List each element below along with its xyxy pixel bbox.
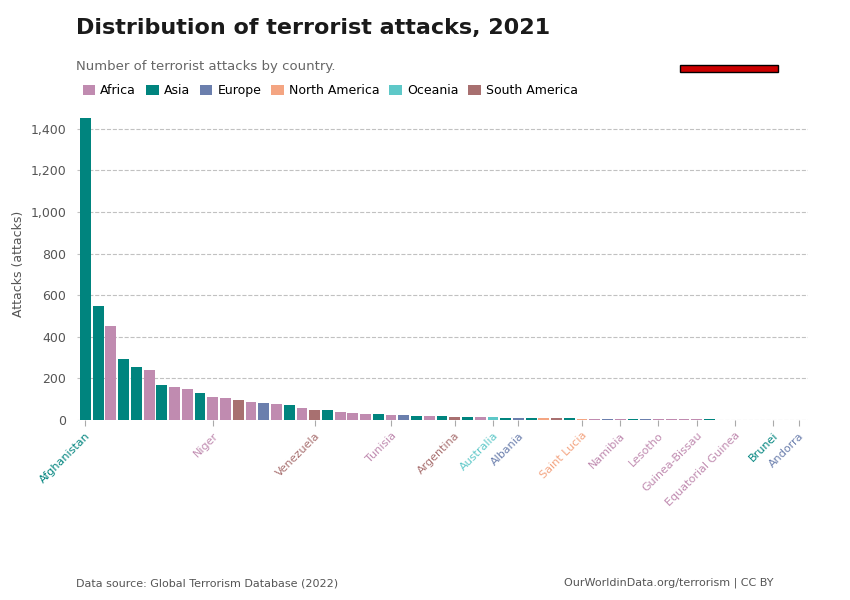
Bar xyxy=(576,419,587,420)
Bar xyxy=(475,417,485,420)
Bar xyxy=(297,408,308,420)
Bar xyxy=(602,419,613,420)
Bar xyxy=(513,418,524,420)
Text: Distribution of terrorist attacks, 2021: Distribution of terrorist attacks, 2021 xyxy=(76,18,551,38)
Bar xyxy=(105,326,116,420)
Bar xyxy=(258,403,269,420)
Bar xyxy=(246,401,257,420)
Bar xyxy=(501,418,511,420)
Bar xyxy=(488,417,498,420)
Bar xyxy=(271,404,282,420)
Bar xyxy=(373,415,383,420)
Bar xyxy=(348,413,358,420)
Bar xyxy=(195,393,206,420)
Bar xyxy=(462,417,473,420)
Legend: Africa, Asia, Europe, North America, Oceania, South America: Africa, Asia, Europe, North America, Oce… xyxy=(82,84,578,97)
Bar xyxy=(666,419,677,420)
Bar xyxy=(284,405,295,420)
Bar xyxy=(551,418,562,420)
Bar xyxy=(335,412,346,420)
Bar xyxy=(386,415,396,420)
FancyBboxPatch shape xyxy=(680,65,778,72)
Bar xyxy=(399,415,409,420)
Bar xyxy=(691,419,702,420)
Bar xyxy=(182,389,193,420)
Bar xyxy=(437,416,447,420)
Bar xyxy=(309,410,320,420)
Bar xyxy=(640,419,651,420)
Bar xyxy=(233,400,244,420)
Y-axis label: Attacks (attacks): Attacks (attacks) xyxy=(12,211,25,317)
Bar xyxy=(220,398,231,420)
Bar xyxy=(538,418,549,420)
Bar xyxy=(169,386,180,420)
Bar xyxy=(156,385,167,420)
Bar xyxy=(678,419,689,420)
Bar xyxy=(564,418,575,420)
Bar xyxy=(526,418,536,420)
Bar xyxy=(653,419,664,420)
Bar xyxy=(131,367,142,420)
Bar xyxy=(322,410,333,420)
Text: Number of terrorist attacks by country.: Number of terrorist attacks by country. xyxy=(76,60,336,73)
Bar xyxy=(360,413,371,420)
Bar xyxy=(424,416,434,420)
Bar xyxy=(589,419,600,420)
Bar xyxy=(144,370,155,420)
Bar xyxy=(207,397,218,420)
Text: OurWorldinData.org/terrorism | CC BY: OurWorldinData.org/terrorism | CC BY xyxy=(564,577,774,588)
Text: Data source: Global Terrorism Database (2022): Data source: Global Terrorism Database (… xyxy=(76,578,338,588)
Bar xyxy=(704,419,715,420)
Text: Our World
in Data: Our World in Data xyxy=(695,22,762,51)
Bar xyxy=(118,359,129,420)
Bar xyxy=(450,416,460,420)
Bar xyxy=(80,118,91,420)
Bar xyxy=(627,419,638,420)
Bar xyxy=(615,419,626,420)
Bar xyxy=(411,416,422,420)
Bar xyxy=(93,306,104,420)
